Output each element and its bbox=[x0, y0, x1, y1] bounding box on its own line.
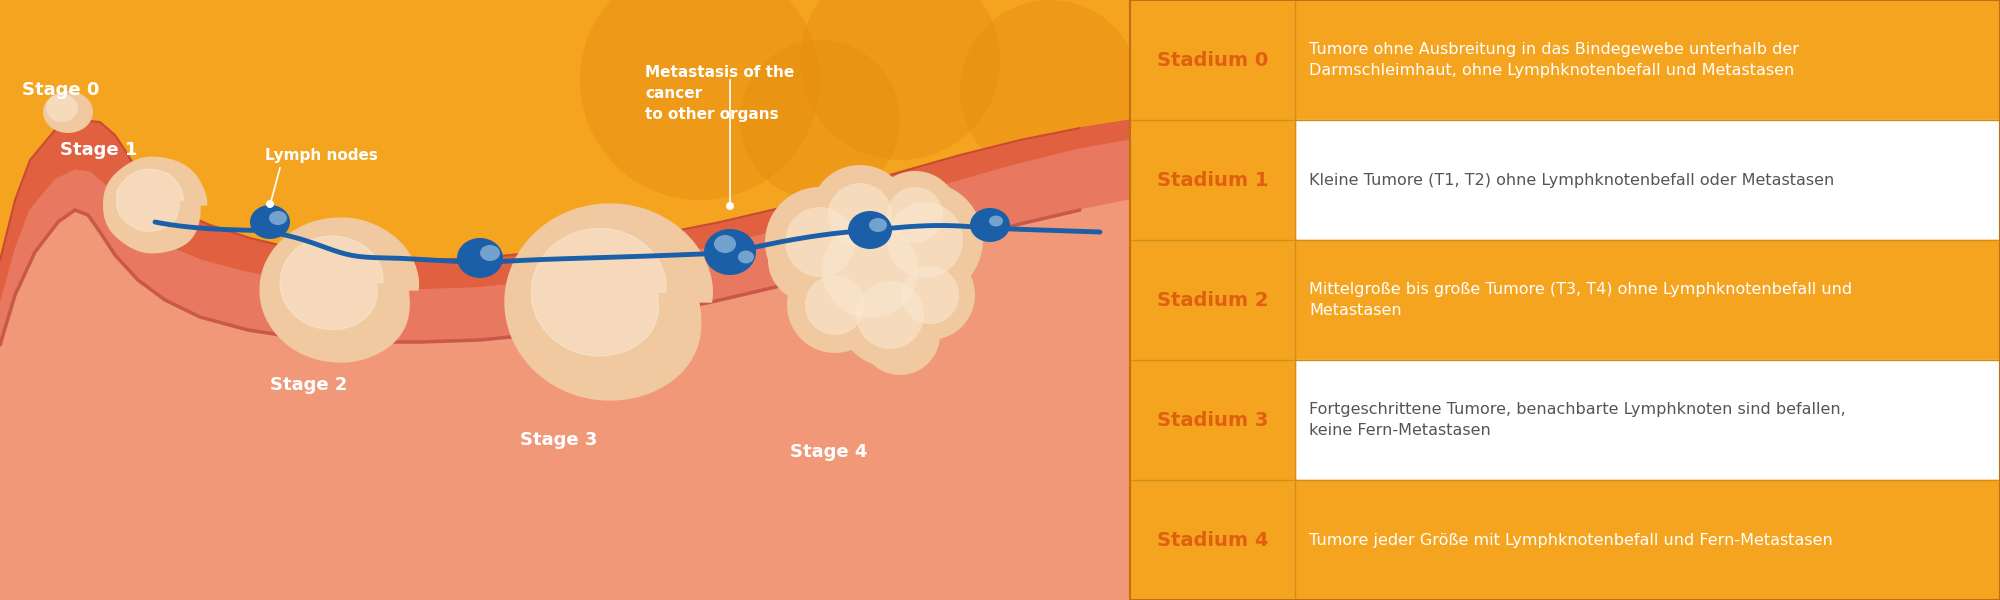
Text: Stage 2: Stage 2 bbox=[270, 376, 348, 394]
Text: Mittelgroße bis große Tumore (T3, T4) ohne Lymphknotenbefall und
Metastasen: Mittelgroße bis große Tumore (T3, T4) oh… bbox=[1310, 282, 1852, 318]
Circle shape bbox=[726, 202, 734, 210]
Circle shape bbox=[888, 202, 964, 278]
Ellipse shape bbox=[480, 245, 500, 261]
Polygon shape bbox=[1130, 480, 1296, 600]
Polygon shape bbox=[532, 229, 666, 356]
Polygon shape bbox=[1130, 240, 1296, 360]
Text: Stage 3: Stage 3 bbox=[520, 431, 598, 449]
Text: Fortgeschrittene Tumore, benachbarte Lymphknoten sind befallen,
keine Fern-Metas: Fortgeschrittene Tumore, benachbarte Lym… bbox=[1310, 402, 1846, 438]
Circle shape bbox=[900, 266, 960, 324]
Polygon shape bbox=[0, 140, 1130, 600]
Text: Lymph nodes: Lymph nodes bbox=[264, 148, 378, 163]
Ellipse shape bbox=[268, 211, 288, 225]
Circle shape bbox=[788, 257, 884, 353]
Text: Kleine Tumore (T1, T2) ohne Lymphknotenbefall oder Metastasen: Kleine Tumore (T1, T2) ohne Lymphknotenb… bbox=[1310, 173, 1834, 187]
Circle shape bbox=[784, 207, 856, 277]
Polygon shape bbox=[1130, 120, 2000, 240]
Ellipse shape bbox=[250, 205, 290, 239]
Circle shape bbox=[860, 295, 940, 375]
Ellipse shape bbox=[456, 238, 504, 278]
Circle shape bbox=[884, 250, 976, 340]
Circle shape bbox=[266, 200, 274, 208]
Circle shape bbox=[580, 0, 820, 200]
Circle shape bbox=[768, 218, 852, 302]
Circle shape bbox=[872, 171, 960, 259]
Text: Metastasis of the
cancer
to other organs: Metastasis of the cancer to other organs bbox=[644, 65, 794, 122]
Ellipse shape bbox=[988, 215, 1004, 226]
Polygon shape bbox=[1130, 0, 2000, 120]
Bar bbox=[1130, 0, 2000, 600]
Polygon shape bbox=[1130, 360, 2000, 480]
Circle shape bbox=[856, 281, 924, 349]
Ellipse shape bbox=[46, 94, 78, 122]
Text: Tumore ohne Ausbreitung in das Bindegewebe unterhalb der
Darmschleimhaut, ohne L: Tumore ohne Ausbreitung in das Bindegewe… bbox=[1310, 42, 1800, 78]
Circle shape bbox=[800, 0, 1000, 160]
Text: Stadium 1: Stadium 1 bbox=[1156, 170, 1268, 190]
Circle shape bbox=[810, 165, 910, 265]
Ellipse shape bbox=[848, 211, 892, 249]
Text: Stadium 0: Stadium 0 bbox=[1158, 50, 1268, 70]
Polygon shape bbox=[1130, 360, 1296, 480]
Ellipse shape bbox=[868, 218, 888, 232]
Text: Stage 4: Stage 4 bbox=[790, 443, 868, 461]
Circle shape bbox=[804, 275, 864, 335]
Polygon shape bbox=[1130, 480, 2000, 600]
Text: Tumore jeder Größe mit Lymphknotenbefall und Fern-Metastasen: Tumore jeder Größe mit Lymphknotenbefall… bbox=[1310, 533, 1834, 547]
Ellipse shape bbox=[738, 251, 754, 263]
Circle shape bbox=[822, 222, 918, 318]
Ellipse shape bbox=[704, 229, 756, 275]
Text: Stage 0: Stage 0 bbox=[22, 81, 100, 99]
Polygon shape bbox=[104, 157, 206, 253]
Circle shape bbox=[764, 187, 876, 297]
Polygon shape bbox=[1130, 0, 1296, 120]
Text: Stadium 2: Stadium 2 bbox=[1156, 290, 1268, 310]
Circle shape bbox=[740, 40, 900, 200]
Circle shape bbox=[828, 183, 892, 247]
Polygon shape bbox=[0, 200, 1130, 600]
Circle shape bbox=[800, 200, 940, 340]
Polygon shape bbox=[1130, 120, 1296, 240]
Polygon shape bbox=[506, 204, 712, 400]
Ellipse shape bbox=[714, 235, 736, 253]
Polygon shape bbox=[260, 218, 418, 362]
Circle shape bbox=[888, 187, 944, 243]
Polygon shape bbox=[280, 236, 382, 329]
Circle shape bbox=[838, 263, 942, 367]
Ellipse shape bbox=[970, 208, 1010, 242]
Text: Stage 1: Stage 1 bbox=[60, 141, 138, 159]
Text: Stadium 3: Stadium 3 bbox=[1156, 410, 1268, 430]
Ellipse shape bbox=[44, 91, 92, 133]
Circle shape bbox=[868, 182, 984, 298]
Polygon shape bbox=[1130, 240, 2000, 360]
Polygon shape bbox=[0, 120, 1130, 600]
Circle shape bbox=[960, 0, 1140, 180]
Polygon shape bbox=[116, 169, 184, 231]
Text: Stadium 4: Stadium 4 bbox=[1156, 530, 1268, 550]
